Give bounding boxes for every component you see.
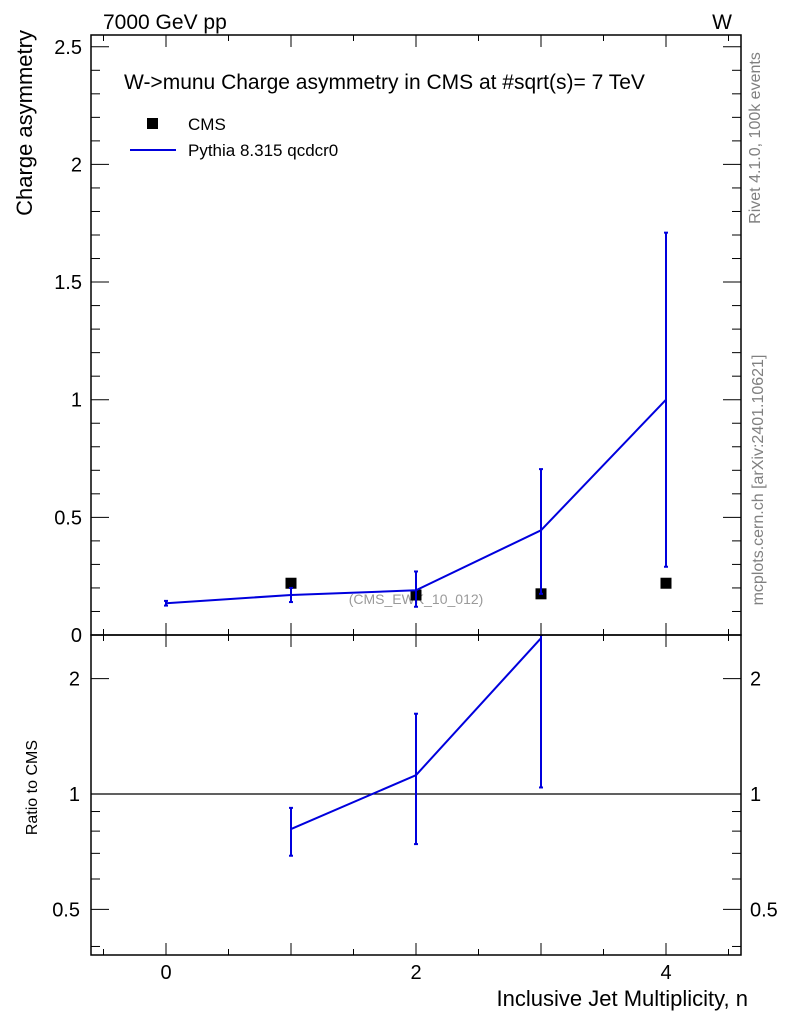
legend-pythia-label: Pythia 8.315 qcdcr0	[188, 141, 338, 160]
ratio-tick-label-right: 0.5	[750, 899, 778, 921]
x-tick-label: 4	[660, 962, 671, 984]
chart-title: W->munu Charge asymmetry in CMS at #sqrt…	[124, 71, 645, 94]
x-tick-label: 0	[160, 962, 171, 984]
mcplots-source-label: mcplots.cern.ch [arXiv:2401.10621]	[750, 355, 767, 606]
y-tick-label: 1	[71, 390, 82, 412]
process-label: W	[712, 11, 732, 34]
main-data-group	[164, 231, 672, 608]
pythia-line	[165, 399, 667, 605]
x-axis-label: Inclusive Jet Multiplicity, n	[497, 986, 748, 1011]
energy-label: 7000 GeV pp	[103, 11, 227, 34]
cms-data-point	[660, 577, 672, 589]
ratio-axis-label: Ratio to CMS	[24, 740, 41, 835]
rivet-version-label: Rivet 4.1.0, 100k events	[747, 52, 764, 224]
ratio-tick-label-right: 2	[750, 669, 761, 691]
legend-cms-marker	[147, 118, 158, 129]
ratio-line	[290, 637, 542, 830]
legend-cms-label: CMS	[188, 115, 226, 134]
ratio-tick-label: 1	[69, 784, 80, 806]
ratio-data-group	[289, 635, 543, 857]
ratio-tick-label: 2	[69, 669, 80, 691]
cms-data-point	[285, 577, 297, 589]
y-tick-label: 0	[71, 625, 82, 647]
y-tick-label: 2	[71, 154, 82, 176]
y-tick-label: 0.5	[54, 507, 82, 529]
x-tick-label: 2	[410, 962, 421, 984]
ratio-plot-frame	[90, 634, 742, 956]
y-axis-label: Charge asymmetry	[12, 30, 37, 216]
y-tick-label: 2.5	[54, 37, 82, 59]
y-tick-label: 1.5	[54, 272, 82, 294]
ratio-tick-label: 0.5	[52, 899, 80, 921]
ratio-tick-label-right: 1	[750, 784, 761, 806]
